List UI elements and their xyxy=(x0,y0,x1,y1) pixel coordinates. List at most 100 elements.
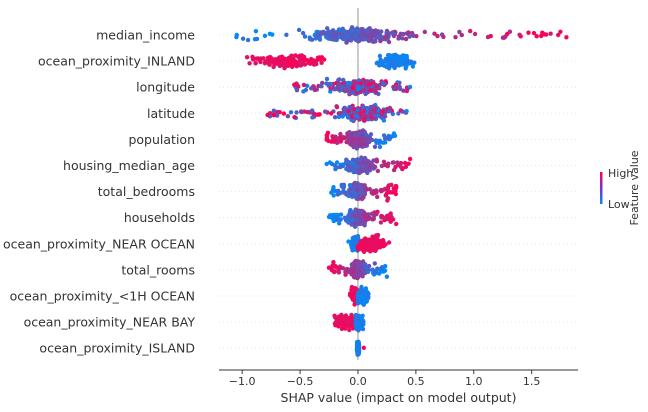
shap-point xyxy=(393,85,399,90)
shap-point xyxy=(331,260,336,265)
shap-point xyxy=(323,109,328,114)
shap-point xyxy=(334,140,340,145)
shap-point xyxy=(398,86,403,92)
shap-point xyxy=(253,29,259,34)
shap-point xyxy=(394,221,399,227)
shap-point xyxy=(378,220,384,225)
shap-point xyxy=(366,82,371,88)
shap-point xyxy=(350,32,355,37)
shap-point xyxy=(439,32,445,37)
shap-point xyxy=(391,64,396,69)
shap-point xyxy=(302,62,308,67)
shap-point xyxy=(347,327,352,333)
shap-point xyxy=(352,110,357,115)
shap-point xyxy=(348,270,353,275)
shap-point xyxy=(386,161,391,166)
shap-point xyxy=(355,107,360,113)
shap-point xyxy=(318,83,323,89)
shap-point xyxy=(349,28,355,33)
shap-point xyxy=(368,132,374,137)
shap-point xyxy=(410,33,416,38)
shap-point xyxy=(338,164,343,170)
shap-point xyxy=(328,81,333,87)
shap-point xyxy=(373,164,378,170)
shap-point xyxy=(380,109,385,114)
shap-point xyxy=(390,59,395,64)
shap-point xyxy=(324,137,329,142)
shap-point xyxy=(391,167,397,173)
shap-point xyxy=(348,210,353,215)
shap-point xyxy=(394,185,399,191)
feature-label: total_rooms xyxy=(121,262,195,277)
shap-point xyxy=(329,190,334,195)
shap-point xyxy=(335,192,340,197)
shap-point xyxy=(301,89,306,94)
shap-point xyxy=(364,290,369,295)
x-tick-label: 1.0 xyxy=(465,375,483,388)
shap-point xyxy=(344,267,349,272)
shap-point xyxy=(435,33,440,39)
shap-point xyxy=(324,161,329,167)
shap-point xyxy=(364,216,369,221)
x-tick-label: 0.5 xyxy=(407,375,425,388)
shap-point xyxy=(288,110,294,115)
colorbar: High Low Feature value xyxy=(600,150,641,226)
shap-point xyxy=(383,56,389,62)
shap-point xyxy=(403,164,409,169)
shap-point xyxy=(371,158,376,163)
shap-point xyxy=(406,161,411,166)
shap-point xyxy=(396,36,401,41)
shap-point xyxy=(271,108,276,113)
shap-point xyxy=(333,165,339,170)
shap-point xyxy=(234,34,239,40)
shap-point xyxy=(356,339,361,344)
shap-point xyxy=(472,31,478,37)
shap-point xyxy=(364,132,369,138)
shap-point xyxy=(361,137,366,142)
shap-point xyxy=(346,239,351,244)
shap-point xyxy=(294,110,299,115)
shap-point xyxy=(337,111,342,116)
shap-point xyxy=(347,130,352,135)
shap-point xyxy=(361,345,366,350)
shap-point xyxy=(344,166,349,172)
feature-label: ocean_proximity_ISLAND xyxy=(39,341,195,356)
shap-point xyxy=(362,183,367,188)
shap-point xyxy=(348,38,354,43)
shap-point xyxy=(275,109,280,115)
shap-point xyxy=(375,194,380,200)
shap-point xyxy=(267,62,272,67)
shap-point xyxy=(349,293,354,298)
shap-point xyxy=(383,140,388,145)
shap-point xyxy=(358,190,363,195)
shap-point xyxy=(326,214,332,220)
shap-point xyxy=(350,139,355,144)
shap-point xyxy=(349,25,355,30)
shap-point xyxy=(290,64,295,70)
shap-point xyxy=(344,157,349,162)
shap-point xyxy=(356,259,361,264)
shap-point xyxy=(453,35,458,40)
shap-point xyxy=(414,34,419,39)
shap-point xyxy=(257,57,262,62)
shap-point xyxy=(292,82,297,88)
shap-point xyxy=(459,32,464,38)
shap-point xyxy=(309,86,314,91)
shap-point xyxy=(337,266,342,271)
shap-point xyxy=(359,241,364,246)
shap-point xyxy=(324,81,329,86)
shap-point xyxy=(548,31,553,36)
shap-point xyxy=(386,240,392,245)
shap-point xyxy=(337,77,342,82)
shap-point xyxy=(301,82,307,88)
shap-point xyxy=(564,35,569,40)
shap-point xyxy=(336,270,342,275)
shap-point xyxy=(315,112,320,117)
shap-point xyxy=(340,266,346,271)
shap-point xyxy=(351,79,356,84)
shap-point xyxy=(385,196,391,201)
shap-point xyxy=(338,217,343,222)
shap-point xyxy=(293,53,298,58)
shap-point xyxy=(329,111,334,116)
x-axis-title: SHAP value (impact on model output) xyxy=(281,390,517,405)
